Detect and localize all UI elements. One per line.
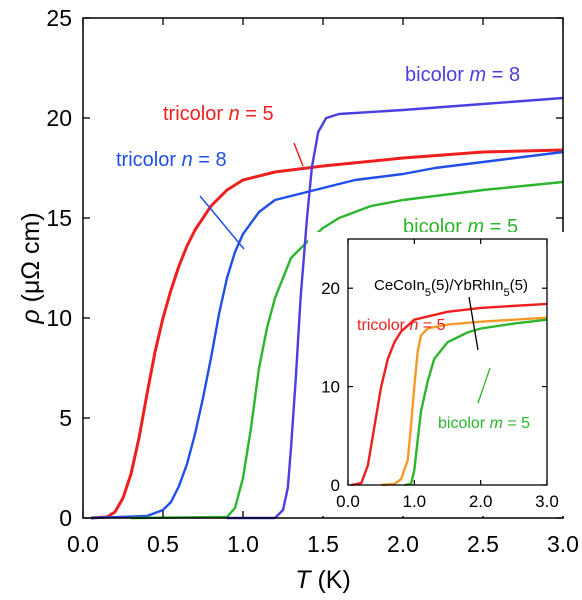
leader-line — [293, 142, 304, 167]
series-label-1: tricolor n = 5 — [163, 103, 274, 125]
inset-y-tick-label: 20 — [321, 279, 340, 298]
series-line-1 — [90, 148, 564, 520]
x-tick-label: 3.0 — [547, 531, 579, 557]
leader-line — [199, 195, 245, 250]
inset-x-tick-label: 3.0 — [535, 492, 559, 511]
y-tick-label: 25 — [46, 5, 72, 31]
inset-y-tick-label: 10 — [321, 378, 340, 397]
x-tick-label: 2.0 — [387, 531, 419, 557]
x-tick-label: 0.0 — [67, 531, 99, 557]
y-tick-label: 15 — [46, 205, 72, 231]
y-tick-label: 20 — [46, 105, 72, 131]
y-tick-label: 10 — [46, 305, 72, 331]
x-tick-label: 1.0 — [227, 531, 259, 557]
inset-x-tick-label: 0.0 — [336, 492, 360, 511]
series-label-2: tricolor n = 8 — [116, 149, 227, 171]
inset-series-line-1 — [351, 302, 548, 487]
x-axis-label: T (K) — [295, 566, 351, 594]
x-tick-label: 1.5 — [307, 531, 339, 557]
inset-series-label-1: tricolor n = 5 — [357, 317, 446, 334]
series-line-4 — [227, 96, 564, 520]
inset-plot: 0.0 1.0 2.0 3.0 0 10 20 tricolor n = 5 CeCoIn5(5… — [308, 232, 566, 516]
series-label-4: bicolor m = 8 — [405, 64, 520, 86]
inset-y-tick-label: 0 — [331, 476, 340, 495]
inset-series-line-2 — [381, 316, 548, 487]
y-axis-label: ρ (μΩ cm) — [17, 212, 45, 324]
inset-series-label-3: bicolor m = 5 — [438, 415, 530, 432]
inset-background — [308, 232, 566, 516]
x-tick-label: 2.5 — [467, 531, 499, 557]
inset-series-line-3 — [404, 318, 548, 487]
y-tick-label: 5 — [59, 405, 72, 431]
inset-leader-line — [468, 296, 479, 351]
inset-x-tick-label: 1.0 — [403, 492, 427, 511]
series-line-2 — [90, 150, 564, 520]
inset-frame — [347, 238, 548, 486]
series-line-3 — [130, 180, 564, 520]
y-tick-label: 0 — [59, 505, 72, 531]
x-tick-label: 0.5 — [147, 531, 179, 557]
inset-series-label-2: CeCoIn5(5)/YbRhIn5(5) — [374, 277, 528, 299]
inset-x-tick-label: 2.0 — [469, 492, 493, 511]
inset-leader-line — [477, 367, 491, 404]
